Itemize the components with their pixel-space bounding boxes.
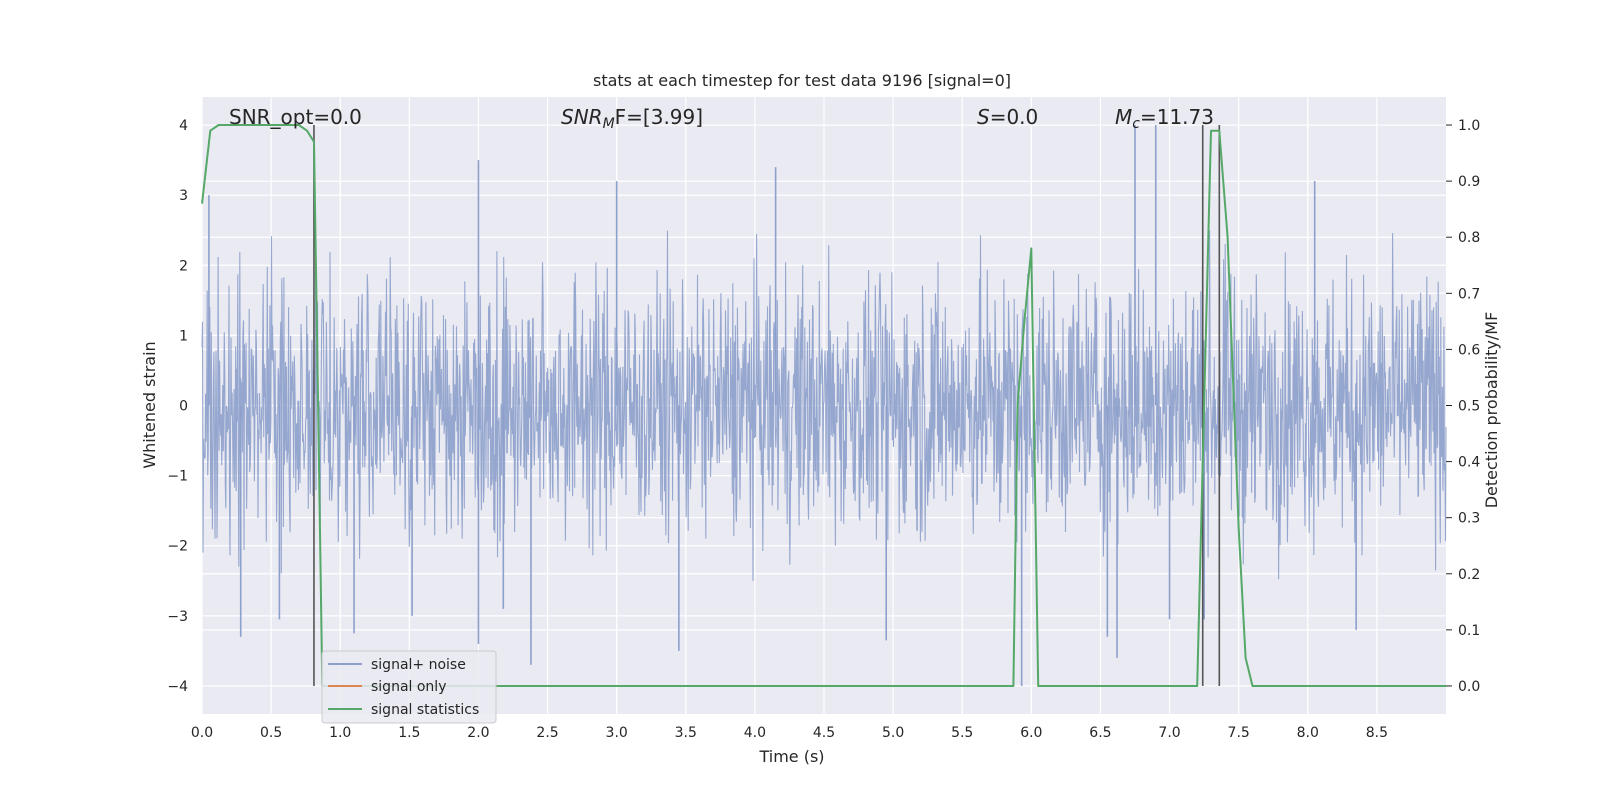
- statistics-series: [201, 124, 1446, 687]
- x-tick-label-16: 8.0: [1297, 725, 1319, 741]
- x-tick-label-11: 5.5: [951, 725, 973, 741]
- annotation-s-rest: =0.0: [990, 105, 1039, 129]
- x-tick-label-7: 3.5: [675, 725, 697, 741]
- y-axis-right-label: Detection probability/MF: [1482, 312, 1501, 509]
- y-left-tick-label-2: −2: [167, 539, 188, 555]
- x-tick-label-13: 6.5: [1089, 725, 1111, 741]
- series-signal-noise: [201, 230, 1447, 581]
- x-tick-label-8: 4.0: [744, 725, 766, 741]
- annotation-mc-rest: =11.73: [1140, 105, 1214, 129]
- y-left-tick-label-6: 2: [179, 258, 188, 274]
- annotation-s: S=0.0: [977, 105, 1038, 129]
- y-left-tick-label-1: −3: [167, 609, 188, 625]
- x-tick-label-15: 7.5: [1228, 725, 1250, 741]
- y-left-tick-label-4: 0: [179, 399, 188, 415]
- annotation-snr-mf-sub: M: [603, 116, 615, 132]
- x-tick-label-17: 8.5: [1366, 725, 1388, 741]
- annotation-snr-opt: SNR_opt=0.0: [229, 105, 362, 129]
- y-right-tick-label-8: 0.8: [1458, 230, 1480, 246]
- annotation-mc-sub: c: [1132, 116, 1140, 132]
- y-right-tick-label-9: 0.9: [1458, 174, 1480, 190]
- legend: signal+ noise signal only signal statist…: [321, 650, 497, 724]
- y-right-tick-label-7: 0.7: [1458, 286, 1480, 302]
- x-tick-label-4: 2.0: [467, 725, 489, 741]
- annotation-mc: Mc=11.73: [1115, 105, 1214, 132]
- y-right-tick-label-2: 0.2: [1458, 567, 1480, 583]
- x-tick-label-14: 7.0: [1158, 725, 1180, 741]
- x-axis-ticks: 0.0 0.5 1.0 1.5 2.0 2.5 3.0 3.5 4.0 4.5 5.0 5.5 6.0 6…: [191, 725, 1388, 741]
- y-right-tick-label-3: 0.3: [1458, 511, 1480, 527]
- y-left-tick-label-7: 3: [179, 188, 188, 204]
- x-tick-label-9: 4.5: [813, 725, 835, 741]
- annotation-s-var: S: [977, 105, 990, 129]
- x-tick-label-6: 3.0: [606, 725, 628, 741]
- x-axis-label: Time (s): [758, 747, 824, 766]
- legend-label-signal-noise: signal+ noise: [371, 657, 466, 673]
- y-right-tick-label-0: 0.0: [1458, 679, 1480, 695]
- x-tick-label-0: 0.0: [191, 725, 213, 741]
- y-right-tick-label-1: 0.1: [1458, 623, 1480, 639]
- x-tick-label-1: 0.5: [260, 725, 282, 741]
- annotation-snr-mf-var: SNR: [561, 105, 603, 129]
- x-tick-label-5: 2.5: [536, 725, 558, 741]
- x-tick-label-2: 1.0: [329, 725, 351, 741]
- y-right-tick-label-10: 1.0: [1458, 118, 1480, 134]
- y-left-tick-label-8: 4: [179, 118, 188, 134]
- y-left-tick-label-3: −1: [167, 469, 188, 485]
- annotation-snr-mf: SNRMF=[3.99]: [561, 105, 703, 132]
- y-right-tick-label-5: 0.5: [1458, 399, 1480, 415]
- chart-title: stats at each timestep for test data 919…: [593, 71, 1011, 90]
- series-signal-statistics: [201, 124, 1446, 687]
- annotation-mc-var: M: [1115, 105, 1132, 129]
- x-tick-label-12: 6.0: [1020, 725, 1042, 741]
- y-left-tick-label-5: 1: [179, 328, 188, 344]
- legend-label-signal-only: signal only: [371, 679, 446, 695]
- y-left-tick-label-0: −4: [167, 679, 188, 695]
- y-axis-left-ticks: −4 −3 −2 −1 0 1 2 3 4: [167, 118, 188, 695]
- y-right-tick-label-6: 0.6: [1458, 342, 1480, 358]
- y-axis-right-ticks: 0.0 0.1 0.2 0.3 0.4 0.5 0.6 0.7 0.8 0.9 1.0: [1446, 118, 1480, 695]
- legend-label-signal-statistics: signal statistics: [371, 702, 479, 718]
- x-tick-label-3: 1.5: [398, 725, 420, 741]
- y-axis-left-label: Whitened strain: [140, 341, 159, 468]
- legend-box: [321, 650, 497, 724]
- annotation-snr-mf-rest: F=[3.99]: [615, 105, 703, 129]
- y-right-tick-label-4: 0.4: [1458, 455, 1480, 471]
- x-tick-label-10: 5.0: [882, 725, 904, 741]
- vertical-markers: [313, 125, 1221, 686]
